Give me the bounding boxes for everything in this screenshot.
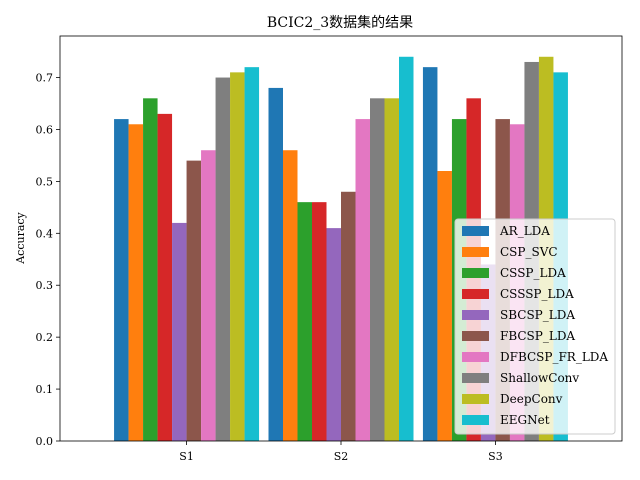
legend-label: CSP_SVC [500, 245, 558, 259]
bar-ar-lda-s1 [114, 119, 129, 441]
legend-label: CSSP_LDA [500, 266, 566, 280]
bar-fbcsp-lda-s2 [341, 191, 356, 441]
y-tick-label: 0.3 [36, 279, 54, 292]
legend-swatch [462, 226, 489, 236]
legend-label: CSSSP_LDA [500, 287, 574, 301]
bar-dfbcsp-fr-lda-s1 [201, 150, 216, 442]
legend-label: AR_LDA [499, 224, 550, 238]
x-tick-label: S1 [179, 450, 194, 463]
bar-csp-svc-s3 [437, 171, 452, 441]
bar-shallowconv-s1 [215, 77, 231, 441]
bar-ar-lda-s3 [422, 67, 438, 442]
legend-swatch [462, 310, 489, 320]
y-tick-label: 0.1 [36, 383, 54, 396]
bar-eegnet-s1 [244, 67, 260, 442]
y-tick-label: 0.5 [36, 175, 54, 188]
legend-swatch [462, 331, 489, 341]
legend-swatch [462, 268, 489, 278]
legend-box [454, 218, 616, 435]
bar-cssp-lda-s1 [143, 98, 158, 441]
y-tick-label: 0.7 [36, 72, 54, 85]
bar-ar-lda-s2 [268, 87, 283, 442]
bar-csssp-lda-s2 [312, 202, 327, 441]
legend-swatch [462, 247, 489, 257]
legend-label: SBCSP_LDA [500, 308, 575, 322]
bar-csp-svc-s2 [283, 150, 298, 442]
y-axis-label: Accuracy [14, 211, 27, 264]
bar-eegnet-s2 [399, 56, 414, 442]
legend-swatch [462, 289, 489, 299]
bar-cssp-lda-s2 [297, 202, 312, 441]
x-tick-label: S3 [488, 450, 503, 463]
y-tick-label: 0.6 [36, 123, 54, 136]
bar-csp-svc-s1 [128, 124, 144, 442]
legend: AR_LDA CSP_SVC CSSP_LDA CSSSP_LDA SBCSP_LDA F… [454, 218, 616, 435]
y-tick-label: 0.4 [36, 227, 54, 240]
bar-csssp-lda-s1 [157, 113, 173, 441]
bar-sbcsp-lda-s1 [172, 222, 187, 441]
bar-dfbcsp-fr-lda-s2 [355, 119, 370, 441]
bar-deepconv-s2 [384, 98, 399, 441]
legend-label: FBCSP_LDA [500, 329, 575, 343]
bar-sbcsp-lda-s2 [326, 228, 341, 441]
legend-label: DeepConv [500, 392, 563, 406]
y-tick-label: 0.2 [36, 331, 54, 344]
legend-swatch [462, 373, 489, 383]
legend-swatch [462, 415, 489, 425]
legend-swatch [462, 352, 489, 362]
legend-label: DFBCSP_FR_LDA [500, 350, 608, 364]
chart-title: BCIC2_3数据集的结果 [267, 14, 413, 31]
legend-label: ShallowConv [500, 371, 579, 385]
axes-group: S1 S2 S3 0.0 0.1 0.2 0.3 0.4 0.5 0.6 0.7 [36, 35, 623, 463]
bar-deepconv-s1 [230, 72, 245, 441]
bar-fbcsp-lda-s1 [186, 160, 202, 441]
plot-frame [59, 35, 623, 442]
bar-shallowconv-s2 [370, 98, 385, 441]
y-tick-label: 0.0 [36, 435, 54, 448]
legend-swatch [462, 394, 489, 404]
legend-label: EEGNet [500, 413, 550, 427]
x-tick-label: S2 [334, 450, 349, 463]
